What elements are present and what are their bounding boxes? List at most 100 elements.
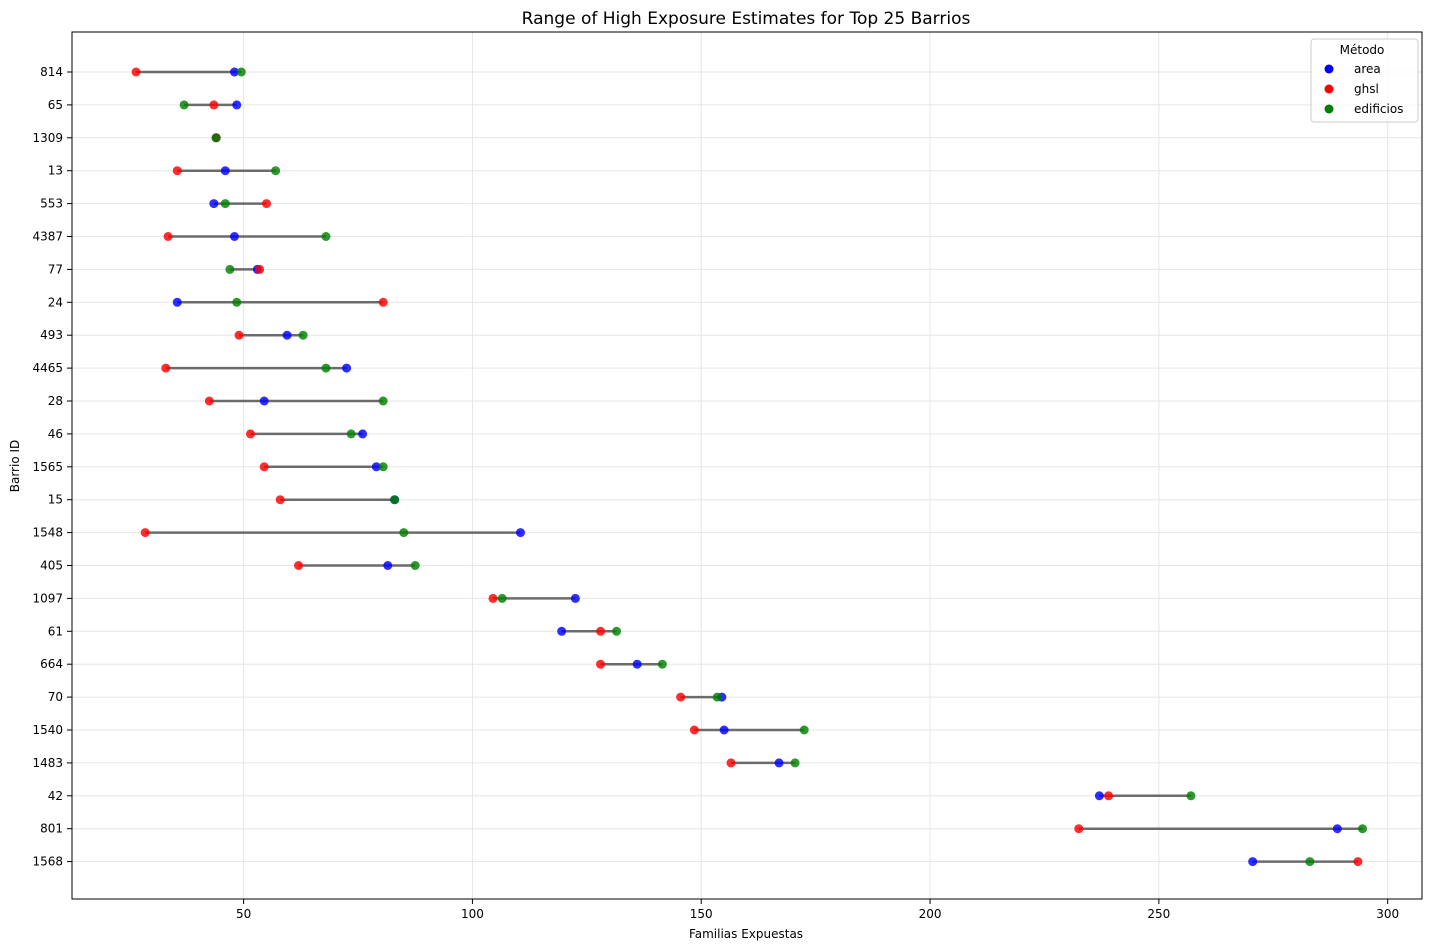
plot-frame xyxy=(71,31,1423,900)
y-tick-label: 801 xyxy=(40,822,63,836)
point-edificios xyxy=(179,100,189,110)
point-edificios xyxy=(346,429,356,439)
point-area xyxy=(1248,857,1258,867)
point-edificios xyxy=(211,133,221,143)
point-area xyxy=(570,593,580,603)
x-axis-label: Familias Expuestas xyxy=(689,927,803,941)
legend-marker-edificios xyxy=(1324,104,1334,114)
y-axis: 814 65 1309 13 553 4387 77 24 493 4465 28 46 1565 15 1… xyxy=(32,65,72,869)
point-ghsl xyxy=(596,626,606,636)
point-area xyxy=(1094,791,1104,801)
point-area xyxy=(515,528,525,538)
x-axis: 50 100 150 200 250 300 xyxy=(236,899,1399,921)
point-area xyxy=(259,396,269,406)
y-tick-label: 46 xyxy=(48,427,63,441)
point-ghsl xyxy=(378,297,388,307)
x-tick-label: 200 xyxy=(919,907,942,921)
point-ghsl xyxy=(726,758,736,768)
point-ghsl xyxy=(689,725,699,735)
grid xyxy=(72,32,1422,899)
point-edificios xyxy=(232,297,242,307)
point-ghsl xyxy=(261,199,271,209)
point-edificios xyxy=(1186,791,1196,801)
point-ghsl xyxy=(172,166,182,176)
point-ghsl xyxy=(209,100,219,110)
point-ghsl xyxy=(275,495,285,505)
point-area xyxy=(774,758,784,768)
point-ghsl xyxy=(488,593,498,603)
range-lines xyxy=(136,70,1363,863)
point-edificios xyxy=(712,692,722,702)
point-edificios xyxy=(657,659,667,669)
point-area xyxy=(371,462,381,472)
x-tick-label: 300 xyxy=(1376,907,1399,921)
point-ghsl xyxy=(1104,791,1114,801)
y-tick-label: 15 xyxy=(48,493,63,507)
point-edificios xyxy=(220,199,230,209)
legend-label-ghsl: ghsl xyxy=(1354,82,1379,96)
point-ghsl xyxy=(163,232,173,241)
point-edificios xyxy=(612,626,622,636)
legend-box xyxy=(1310,38,1419,123)
legend-marker-area xyxy=(1324,64,1334,74)
legend-title: Método xyxy=(1340,43,1385,57)
point-edificios xyxy=(399,528,409,538)
legend-label-edificios: edificios xyxy=(1354,102,1403,116)
point-area xyxy=(172,297,182,307)
point-edificios xyxy=(321,232,331,241)
point-ghsl xyxy=(140,528,150,538)
y-tick-label: 70 xyxy=(48,690,63,704)
point-edificios xyxy=(1305,857,1315,867)
point-area xyxy=(358,429,368,439)
y-tick-label: 553 xyxy=(40,197,63,211)
y-tick-label: 1309 xyxy=(32,131,63,145)
x-tick-label: 250 xyxy=(1147,907,1170,921)
point-edificios xyxy=(497,593,507,603)
point-ghsl xyxy=(255,264,265,274)
y-tick-label: 42 xyxy=(48,789,63,803)
point-edificios xyxy=(298,330,308,340)
y-tick-label: 28 xyxy=(48,394,63,408)
x-tick-label: 100 xyxy=(461,907,484,921)
point-ghsl xyxy=(204,396,214,406)
point-area xyxy=(232,100,242,110)
point-ghsl xyxy=(1074,824,1084,834)
point-ghsl xyxy=(1353,857,1363,867)
point-edificios xyxy=(390,495,400,505)
point-area xyxy=(557,626,567,636)
point-ghsl xyxy=(131,67,141,77)
chart-title: Range of High Exposure Estimates for Top… xyxy=(522,9,971,29)
point-ghsl xyxy=(161,363,171,373)
point-area xyxy=(229,67,239,77)
y-tick-label: 24 xyxy=(48,295,63,309)
y-tick-label: 13 xyxy=(48,164,63,178)
point-edificios xyxy=(1358,824,1368,834)
point-ghsl xyxy=(259,462,269,472)
point-ghsl xyxy=(294,561,304,570)
y-tick-label: 1568 xyxy=(32,855,63,869)
point-area xyxy=(719,725,729,735)
y-tick-label: 1483 xyxy=(32,756,63,770)
y-tick-label: 61 xyxy=(48,624,63,638)
point-edificios xyxy=(321,363,331,373)
y-tick-label: 65 xyxy=(48,98,63,112)
y-tick-label: 664 xyxy=(40,657,63,671)
y-tick-label: 77 xyxy=(48,262,63,276)
point-area xyxy=(229,232,239,241)
y-tick-label: 1097 xyxy=(32,591,63,605)
point-edificios xyxy=(410,561,420,570)
point-edificios xyxy=(799,725,809,735)
y-tick-label: 814 xyxy=(40,65,63,79)
point-area xyxy=(220,166,230,176)
y-tick-label: 493 xyxy=(40,328,63,342)
data-points xyxy=(131,67,1368,867)
y-tick-label: 405 xyxy=(40,559,63,573)
legend-label-area: area xyxy=(1354,62,1381,76)
point-area xyxy=(282,330,292,340)
point-edificios xyxy=(790,758,800,768)
point-edificios xyxy=(271,166,281,176)
point-edificios xyxy=(378,462,388,472)
point-edificios xyxy=(225,264,235,274)
point-ghsl xyxy=(245,429,255,439)
point-edificios xyxy=(236,67,246,77)
